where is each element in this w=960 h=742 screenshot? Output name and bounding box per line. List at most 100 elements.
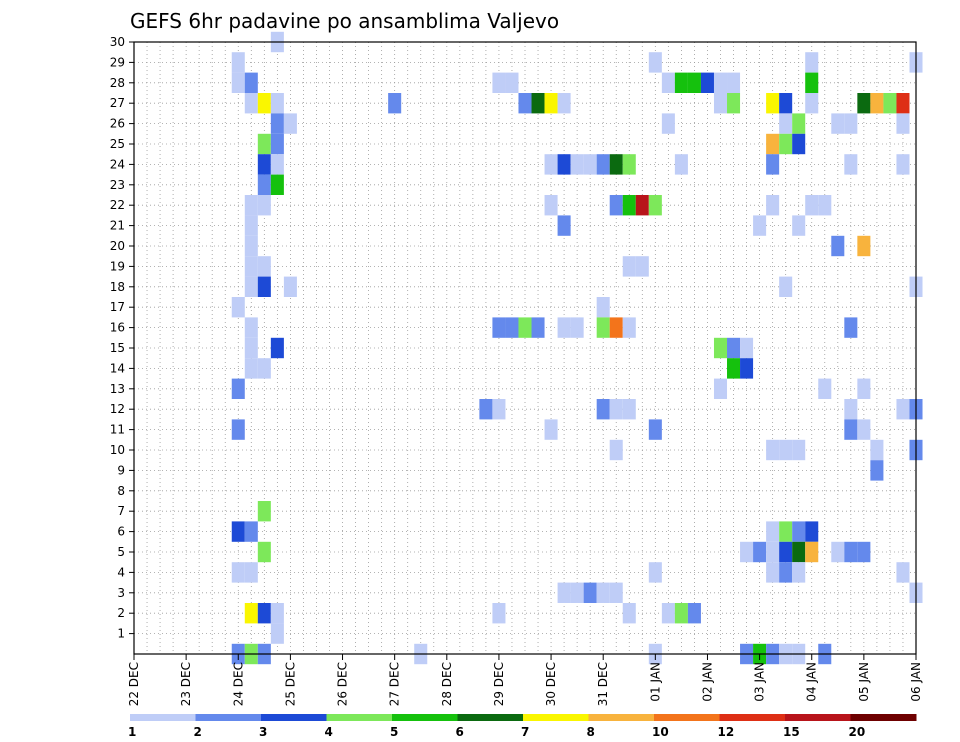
- y-tick-label: 23: [110, 178, 125, 192]
- heatmap-cell: [609, 317, 623, 338]
- heatmap-cell: [244, 358, 258, 379]
- heatmap-cell: [531, 317, 545, 338]
- heatmap-cell: [231, 72, 245, 93]
- heatmap-cell: [779, 93, 793, 114]
- y-tick-label: 17: [110, 300, 125, 314]
- heatmap-cell: [244, 72, 258, 93]
- y-tick-label: 26: [110, 117, 125, 131]
- x-tick-label: 28 DEC: [440, 662, 454, 706]
- heatmap-cell: [492, 603, 506, 624]
- heatmap-cell: [883, 93, 897, 114]
- heatmap-cell: [857, 378, 871, 399]
- heatmap-cell: [257, 93, 271, 114]
- heatmap-cell: [661, 72, 675, 93]
- x-tick-label: 26 DEC: [336, 662, 350, 706]
- heatmap-cell: [622, 603, 636, 624]
- heatmap-cell: [727, 358, 741, 379]
- heatmap-cell: [779, 541, 793, 563]
- heatmap-cell: [231, 419, 245, 440]
- y-tick-label: 15: [110, 341, 125, 355]
- heatmap-cell: [896, 93, 910, 114]
- heatmap-cell: [557, 317, 571, 338]
- legend-label: 12: [718, 725, 735, 739]
- heatmap-cell: [779, 113, 793, 134]
- heatmap-cell: [766, 154, 780, 175]
- heatmap-cell: [609, 399, 623, 420]
- heatmap-cell: [844, 399, 858, 420]
- heatmap-cell: [583, 582, 597, 603]
- heatmap-cell: [648, 419, 662, 440]
- legend-swatch: [457, 714, 524, 721]
- heatmap-cell: [635, 195, 649, 216]
- x-tick-label: 03 JAN: [753, 662, 767, 702]
- heatmap-cell: [257, 603, 271, 624]
- heatmap-cell: [270, 113, 284, 134]
- legend-label: 3: [259, 725, 267, 739]
- heatmap-cell: [596, 582, 610, 603]
- heatmap-cell: [596, 154, 610, 175]
- heatmap-cell: [713, 378, 728, 399]
- legend-swatch: [588, 714, 655, 721]
- y-tick-label: 16: [110, 321, 125, 335]
- legend-label: 7: [521, 725, 529, 739]
- heatmap-cell: [244, 215, 258, 236]
- heatmap-cell: [766, 562, 780, 583]
- x-tick-label: 27 DEC: [388, 662, 402, 706]
- heatmap-cell: [844, 113, 858, 134]
- heatmap-cell: [792, 215, 806, 236]
- y-tick-label: 28: [110, 76, 125, 90]
- heatmap-cell: [635, 256, 649, 277]
- y-tick-label: 19: [110, 259, 125, 273]
- legend-swatch: [326, 714, 393, 721]
- heatmap-cell: [270, 154, 284, 175]
- heatmap-cell: [270, 623, 284, 644]
- heatmap-cell: [779, 562, 793, 583]
- heatmap-cell: [596, 399, 610, 420]
- heatmap-cell: [518, 93, 532, 114]
- x-axis: 22 DEC 23 DEC 24 DEC 25 DEC 26 DEC 27 DEC 28 D…: [127, 654, 923, 706]
- y-tick-label: 24: [110, 157, 125, 171]
- y-tick-label: 3: [117, 586, 125, 600]
- chart-title: GEFS 6hr padavine po ansamblima Valjevo: [130, 9, 559, 33]
- heatmap-cell: [622, 195, 636, 216]
- y-tick-label: 4: [117, 565, 125, 579]
- heatmap-cell: [857, 93, 871, 114]
- heatmap-cell: [270, 337, 284, 359]
- heatmap-cell: [805, 93, 819, 114]
- heatmap-cell: [257, 174, 271, 195]
- y-tick-label: 21: [110, 219, 125, 233]
- heatmap-cell: [622, 317, 636, 338]
- heatmap-cell: [505, 72, 519, 93]
- x-tick-label: 30 DEC: [544, 662, 558, 706]
- heatmap-cell: [805, 195, 819, 216]
- heatmap-cell: [283, 276, 297, 297]
- heatmap-cell: [231, 52, 245, 73]
- x-tick-label: 31 DEC: [596, 662, 610, 706]
- y-tick-label: 22: [110, 198, 125, 212]
- heatmap-cell: [870, 460, 884, 481]
- heatmap-cell: [857, 541, 871, 563]
- heatmap-cell: [844, 317, 858, 338]
- heatmap-cell: [244, 93, 258, 114]
- heatmap-cell: [753, 215, 767, 236]
- heatmap-cell: [557, 154, 571, 175]
- heatmap-cell: [570, 317, 584, 338]
- heatmap-cell: [870, 439, 884, 461]
- heatmap-cell: [779, 276, 793, 297]
- heatmap-cell: [818, 195, 832, 216]
- heatmap-cell: [544, 419, 558, 440]
- heatmap-cell: [805, 541, 819, 563]
- heatmap-cell: [257, 501, 271, 522]
- heatmap-cell: [622, 399, 636, 420]
- heatmap-cell: [713, 72, 728, 93]
- legend-label: 10: [652, 725, 669, 739]
- heatmap-cell: [831, 235, 845, 257]
- heatmap-cell: [244, 562, 258, 583]
- heatmap-cells: [231, 31, 923, 665]
- heatmap-cell: [609, 154, 623, 175]
- heatmap-cell: [518, 317, 532, 338]
- heatmap-cell: [792, 439, 806, 461]
- legend-swatch: [523, 714, 589, 721]
- heatmap-cell: [244, 317, 258, 338]
- legend-label: 2: [194, 725, 202, 739]
